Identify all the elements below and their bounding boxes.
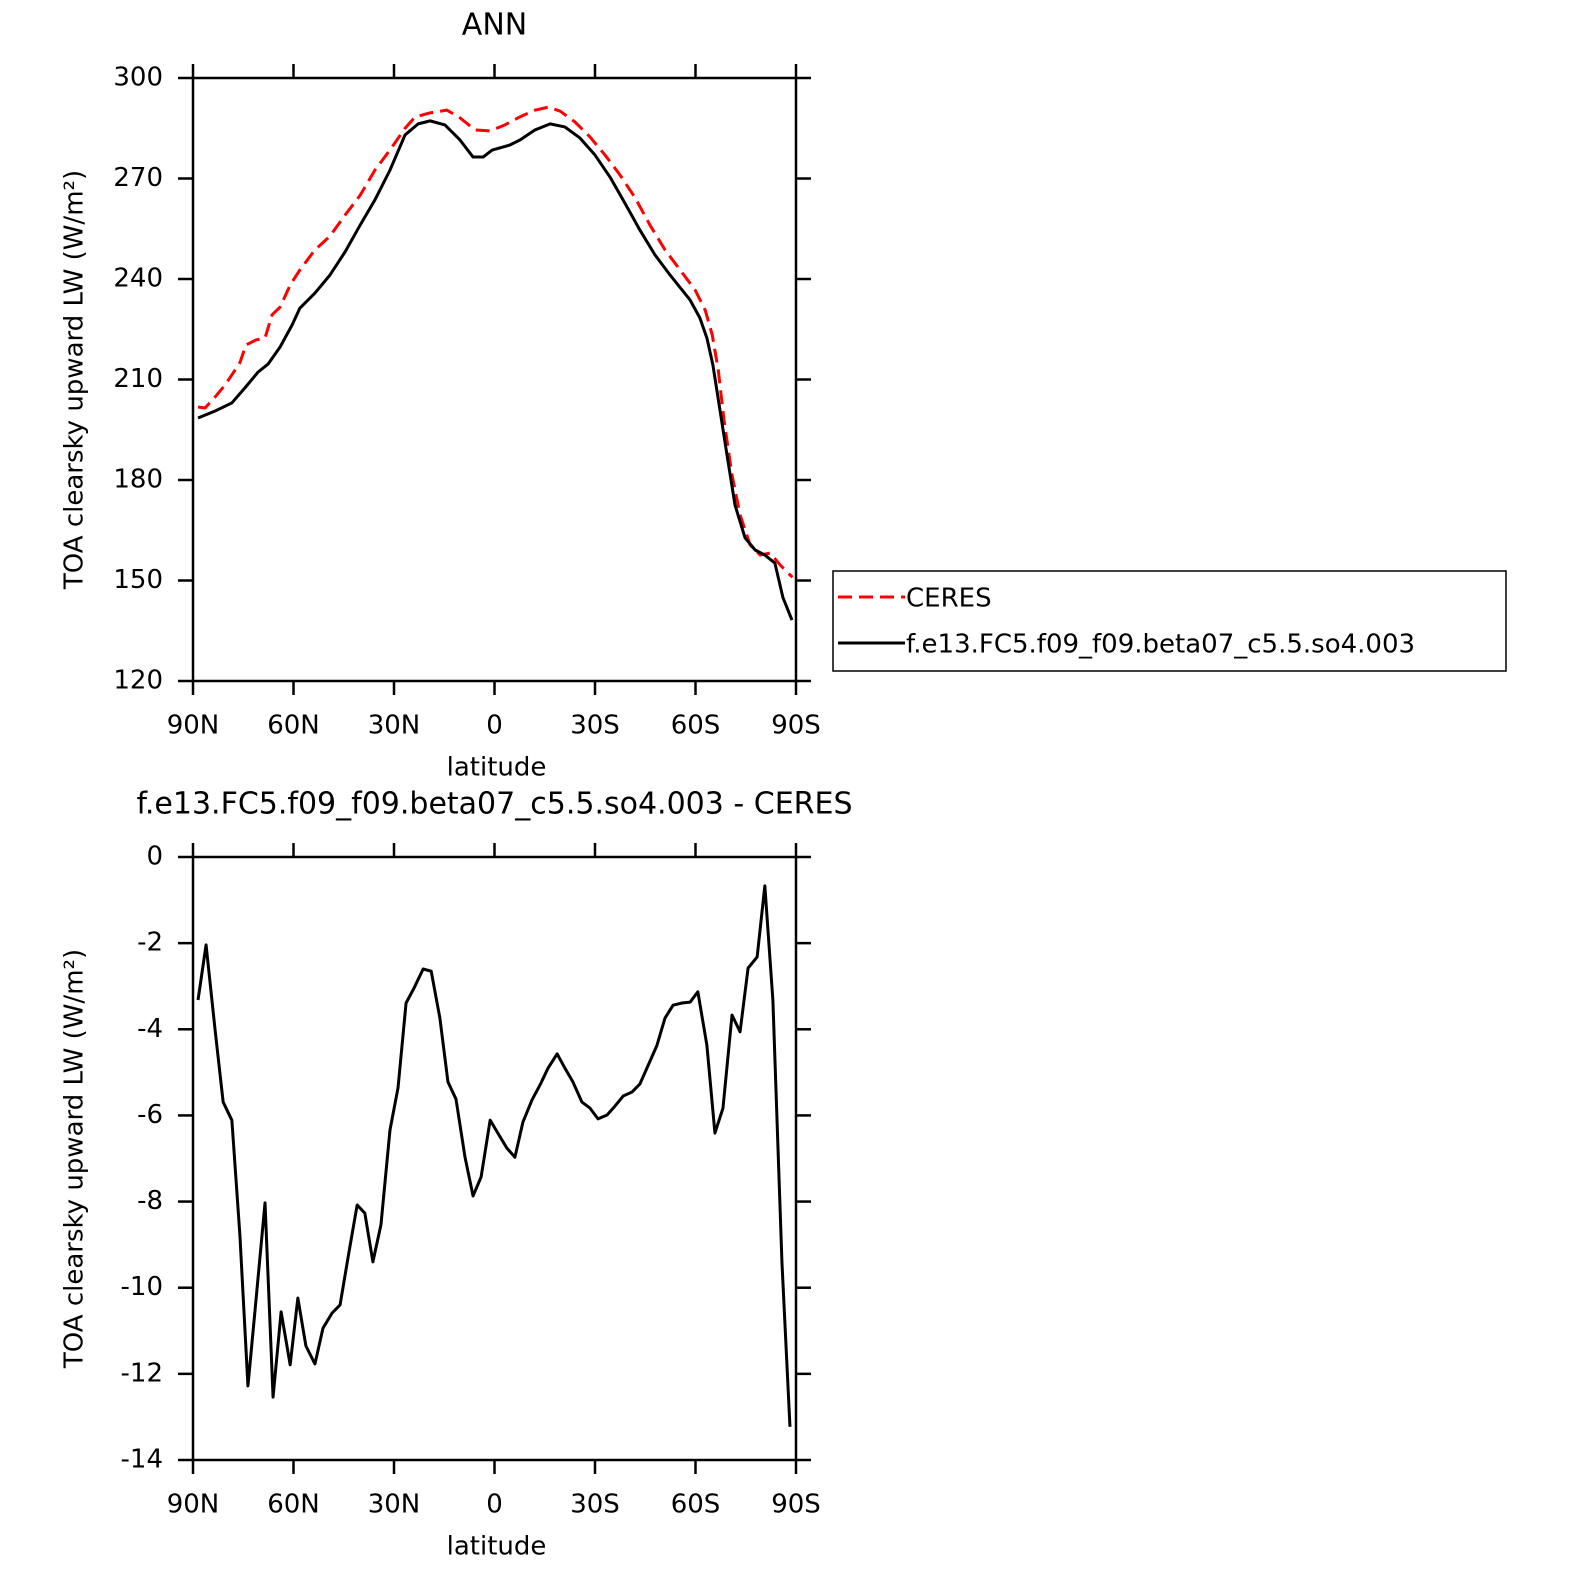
x-tick-label: 30N	[368, 1490, 421, 1520]
y-tick-label: -14	[121, 1445, 163, 1475]
y-tick-label: 270	[113, 163, 163, 193]
x-axis-label: latitude	[447, 1532, 547, 1562]
x-tick-label: 90S	[771, 711, 821, 741]
x-tick-label: 60S	[671, 1490, 721, 1520]
plot-frame	[191, 855, 798, 1462]
y-tick-label: -6	[137, 1100, 163, 1130]
y-tick-label: -2	[137, 928, 163, 958]
y-axis-label: TOA clearsky upward LW (W/m²)	[60, 170, 90, 590]
x-tick-label: 90N	[167, 711, 220, 741]
x-tick-label: 60N	[267, 711, 320, 741]
y-tick-label: 300	[113, 63, 163, 93]
y-tick-label: -4	[137, 1014, 163, 1044]
x-tick-label: 0	[486, 711, 503, 741]
x-tick-label: 60N	[267, 1490, 320, 1520]
y-tick-label: 150	[113, 565, 163, 595]
x-axis-label: latitude	[447, 753, 547, 783]
x-tick-label: 30S	[570, 711, 620, 741]
x-tick-label: 90S	[771, 1490, 821, 1520]
legend-box	[832, 570, 1507, 672]
plot-frame	[191, 76, 798, 683]
chart-title: ANN	[462, 8, 527, 43]
legend: CERES f.e13.FC5.f09_f09.beta07_c5.5.so4.0…	[832, 570, 1507, 672]
x-tick-label: 0	[486, 1490, 503, 1520]
y-tick-label: 120	[113, 666, 163, 696]
y-tick-label: -12	[121, 1358, 163, 1388]
chart-title: f.e13.FC5.f09_f09.beta07_c5.5.so4.003 - …	[137, 787, 853, 822]
data-line	[196, 884, 792, 1427]
y-tick-label: -10	[121, 1272, 163, 1302]
y-tick-label: 0	[146, 842, 163, 872]
data-line	[197, 105, 794, 579]
y-tick-label: 210	[113, 364, 163, 394]
legend-label: CERES	[906, 584, 992, 614]
y-tick-label: -8	[137, 1186, 163, 1216]
x-tick-label: 30N	[368, 711, 421, 741]
y-axis-label: TOA clearsky upward LW (W/m²)	[60, 949, 90, 1369]
x-tick-label: 60S	[671, 711, 721, 741]
x-tick-label: 30S	[570, 1490, 620, 1520]
y-tick-label: 180	[113, 465, 163, 495]
x-tick-label: 90N	[167, 1490, 220, 1520]
data-line	[197, 119, 794, 621]
y-tick-label: 240	[113, 264, 163, 294]
legend-label: f.e13.FC5.f09_f09.beta07_c5.5.so4.003	[906, 630, 1415, 660]
